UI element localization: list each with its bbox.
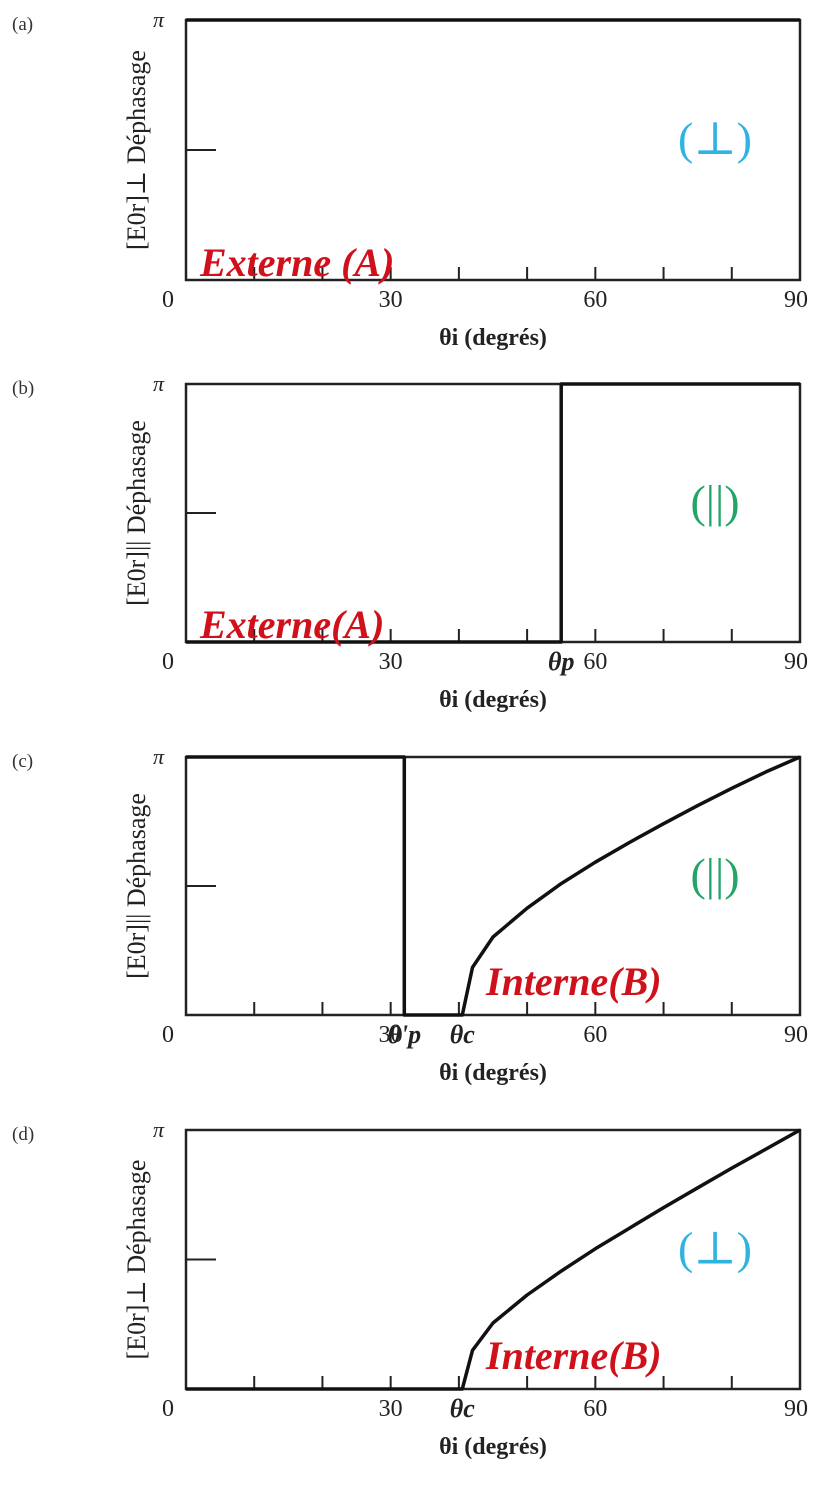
annotation-label: Externe (A) [199, 240, 394, 285]
y-axis-label: [E0r]|| Déphasage [122, 793, 151, 979]
chart-panel-c: (c) π 0 30 60 90 θ'p θc θi (degrés) [E0r]|| Dépha… [12, 744, 808, 1086]
x-tick-label: 30 [379, 1396, 403, 1422]
annotation-label: Interne(B) [485, 959, 662, 1004]
x-axis-label: θi (degrés) [439, 325, 547, 351]
polarization-label: (||) [690, 476, 739, 527]
x-tick-label: 60 [583, 287, 607, 313]
panel-label: (b) [12, 378, 34, 399]
series-line [186, 382, 800, 644]
series-line [186, 755, 801, 1017]
x-axis-label: θi (degrés) [439, 1434, 547, 1460]
x-tick-label: 0 [162, 1396, 174, 1422]
x-tick-label: 60 [583, 1396, 607, 1422]
x-tick-label: 90 [784, 287, 808, 313]
marker-label: θc [450, 1020, 475, 1049]
y-top-tick-label: π [153, 744, 165, 769]
chart-panel-a: (a) π 0 30 60 90 θi (degrés) [E0r]⊥ Déphasage (⊥… [12, 7, 808, 351]
panel-label: (a) [12, 14, 33, 35]
x-tick-label: 60 [583, 1022, 607, 1048]
y-top-tick-label: π [153, 1117, 165, 1142]
x-tick-label: 0 [162, 287, 174, 313]
y-top-tick-label: π [153, 371, 165, 396]
series-line [186, 1128, 801, 1391]
marker-label: θp [548, 647, 575, 676]
x-axis-label: θi (degrés) [439, 687, 547, 713]
x-tick-label: 90 [784, 1022, 808, 1048]
x-tick-label: 30 [379, 287, 403, 313]
x-tick-label: 0 [162, 649, 174, 675]
x-axis-label: θi (degrés) [439, 1060, 547, 1086]
annotation-label: Externe(A) [199, 602, 384, 647]
polarization-label: (||) [690, 849, 739, 900]
polarization-label: (⊥) [678, 1223, 752, 1274]
x-tick-label: 60 [583, 649, 607, 675]
panel-label: (c) [12, 751, 33, 772]
x-tick-label: 90 [784, 649, 808, 675]
y-top-tick-label: π [153, 7, 165, 32]
y-axis-label: [E0r]⊥ Déphasage [122, 1160, 151, 1360]
annotation-label: Interne(B) [485, 1333, 662, 1378]
marker-label: θc [450, 1394, 475, 1423]
x-tick-label: 0 [162, 1022, 174, 1048]
x-tick-label: 30 [379, 1022, 403, 1048]
marker-label: θ'p [387, 1020, 421, 1049]
x-tick-label: 30 [379, 649, 403, 675]
panel-label: (d) [12, 1124, 34, 1145]
y-axis-label: [E0r]|| Déphasage [122, 420, 151, 606]
y-axis-label: [E0r]⊥ Déphasage [122, 50, 151, 250]
chart-panel-d: (d) π 0 30 60 90 θc θi (degrés) [E0r]⊥ Déphasage… [12, 1117, 808, 1460]
x-tick-label: 90 [784, 1396, 808, 1422]
polarization-label: (⊥) [678, 113, 752, 164]
